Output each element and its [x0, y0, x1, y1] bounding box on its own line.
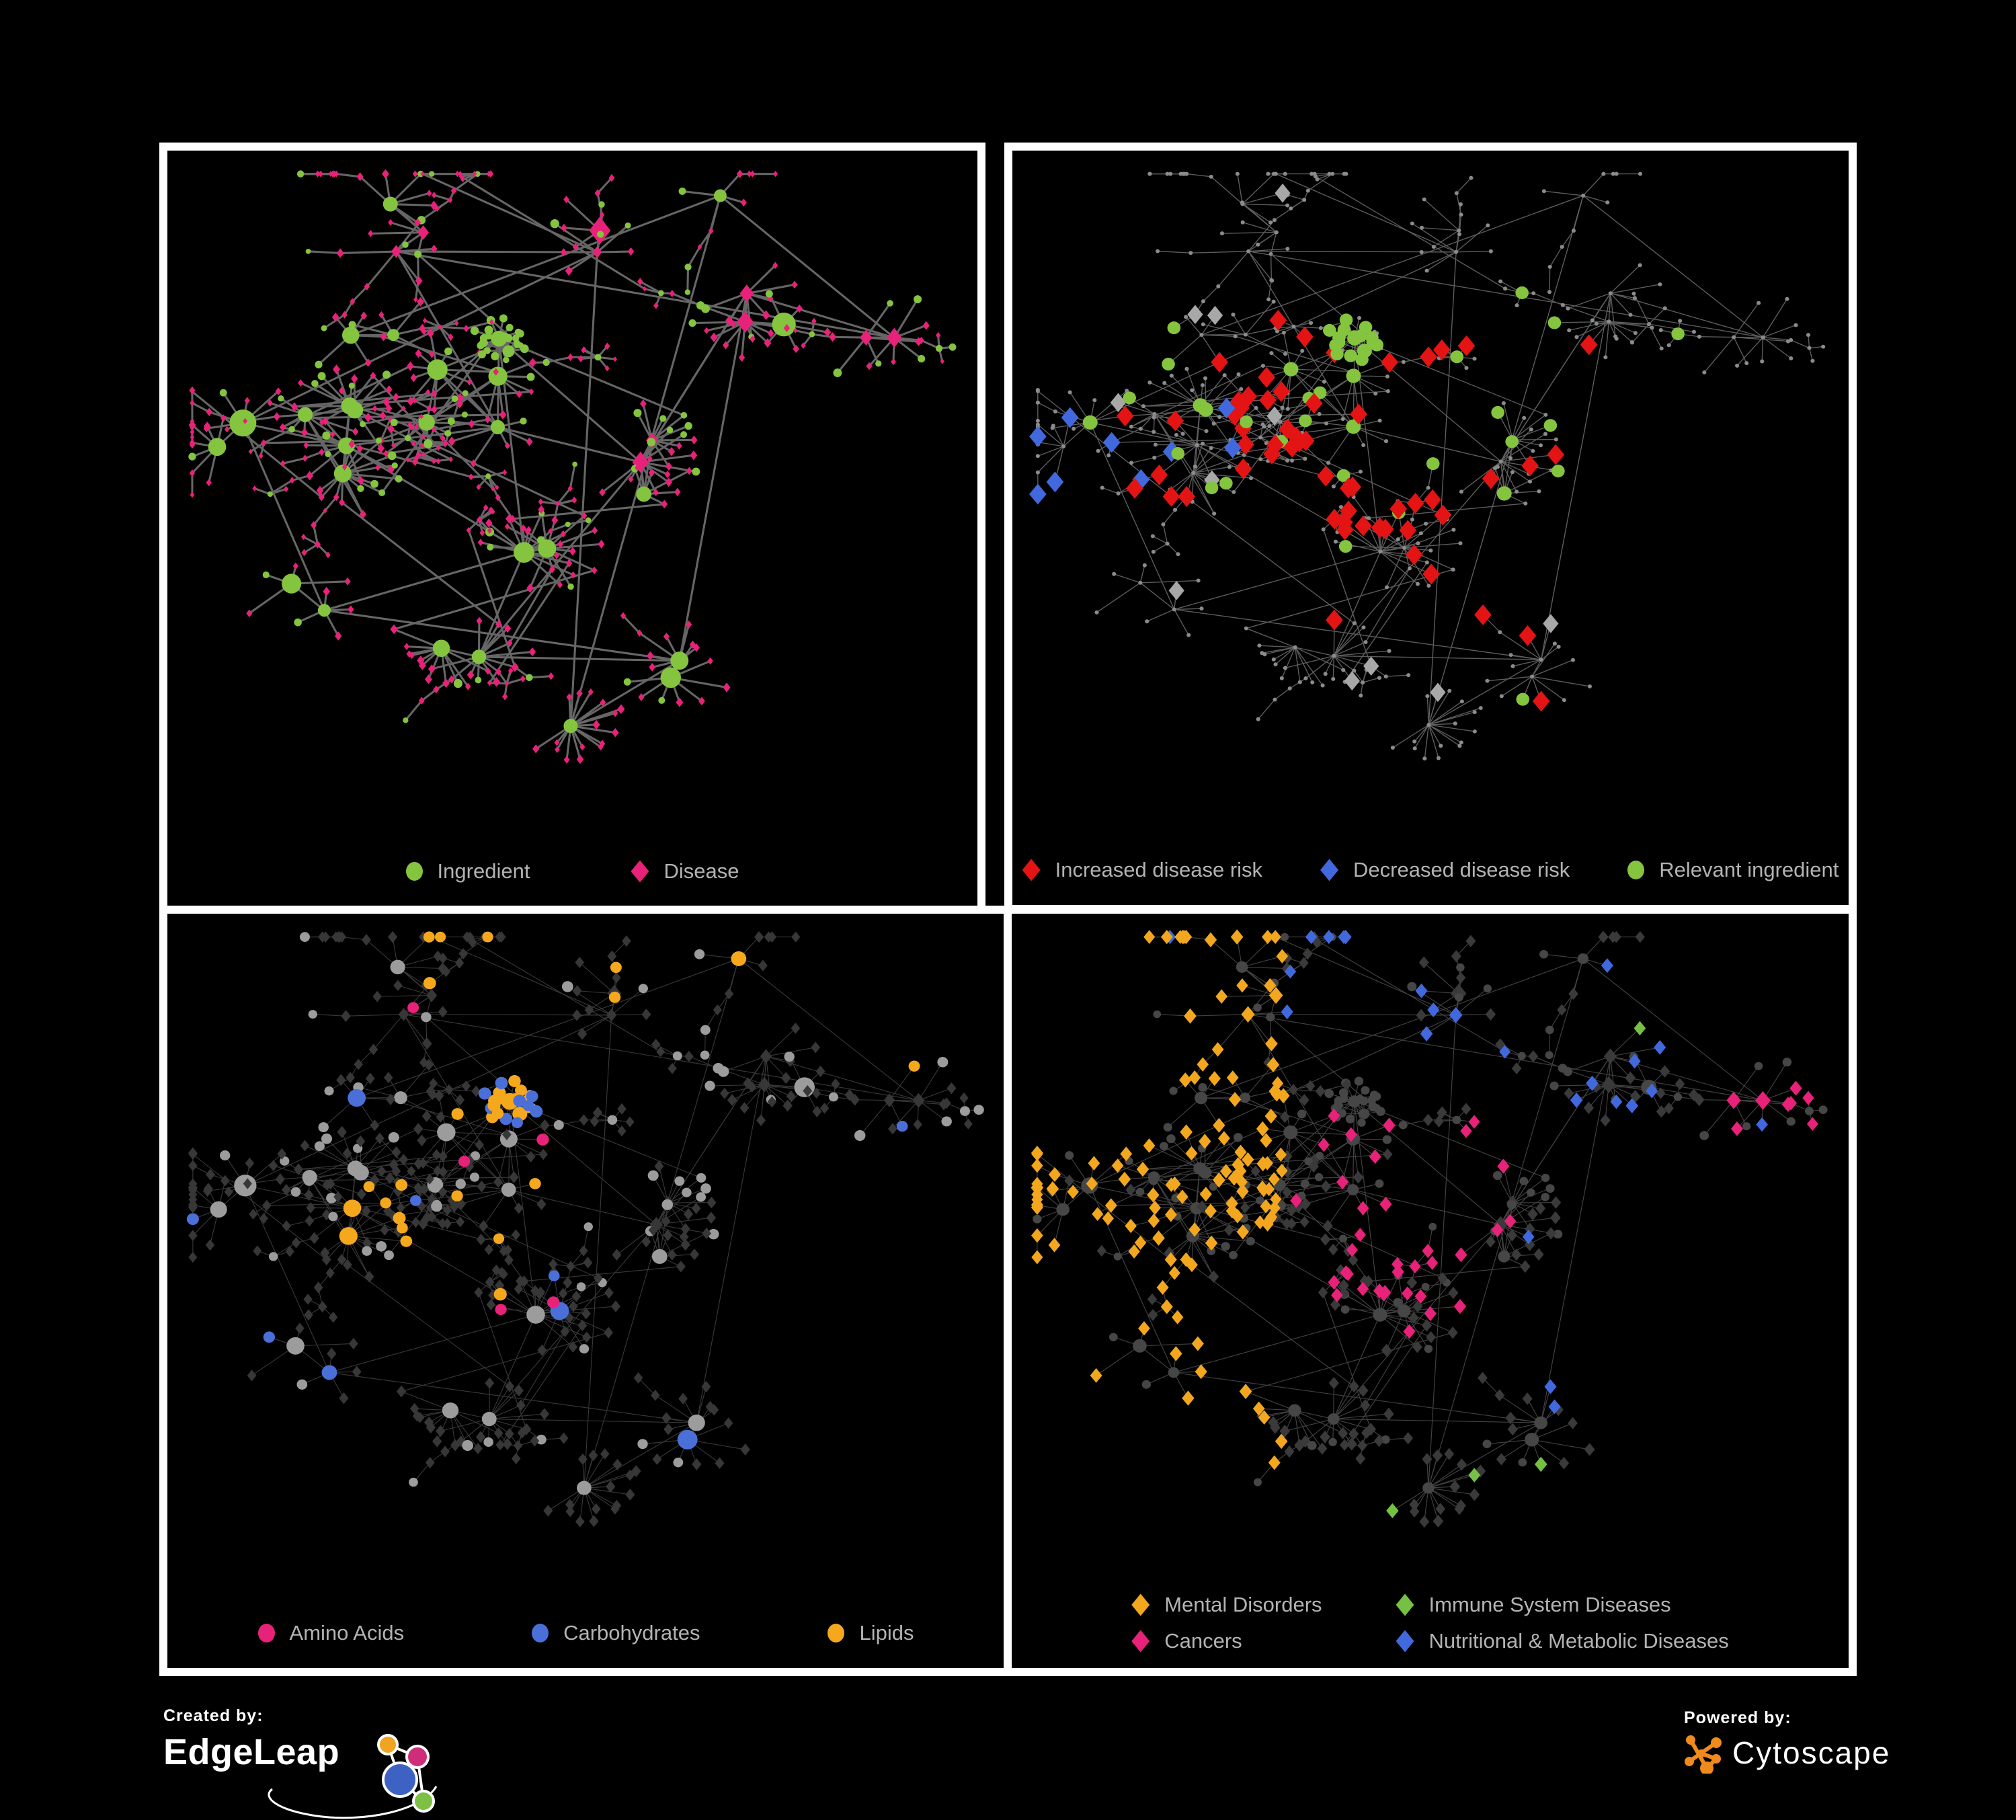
- legend-label: Lipids: [859, 1621, 914, 1645]
- legend: Mental Disorders Immune System Diseases Ca…: [1012, 1593, 1849, 1653]
- legend-item: Amino Acids: [257, 1621, 405, 1645]
- legend-item: Increased disease risk: [1022, 858, 1262, 882]
- circle-swatch: [532, 1624, 549, 1643]
- legend-label: Mental Disorders: [1164, 1593, 1322, 1616]
- legend-item: Ingredient: [405, 859, 530, 883]
- diamond-swatch: [1320, 859, 1339, 881]
- legend-label: Nutritional & Metabolic Diseases: [1428, 1629, 1729, 1653]
- panel-disease-risk: Increased disease risk Decreased disease …: [1004, 143, 1857, 913]
- legend-label: Immune System Diseases: [1428, 1593, 1671, 1616]
- network-graph-nutrient-classes: [186, 931, 984, 1528]
- legend-label: Increased disease risk: [1055, 858, 1263, 881]
- legend: Increased disease risk Decreased disease …: [1012, 858, 1849, 882]
- legend-item: Immune System Diseases: [1396, 1593, 1671, 1617]
- edgeleap-node-orange: [377, 1734, 399, 1755]
- legend-label: Relevant ingredient: [1659, 858, 1839, 881]
- legend-item: Mental Disorders: [1131, 1593, 1322, 1617]
- legend-item: Carbohydrates: [532, 1621, 700, 1645]
- panel-ingredient-disease: Ingredient Disease: [159, 143, 985, 914]
- legend-item: Nutritional & Metabolic Diseases: [1396, 1629, 1729, 1653]
- network-graph-disease-risk: [1029, 171, 1826, 761]
- cytoscape-credit: Powered by: Cytoscape: [1684, 1708, 1890, 1774]
- edgeleap-node-green: [412, 1790, 435, 1813]
- legend: Ingredient Disease: [167, 859, 977, 883]
- cytoscape-wordmark: Cytoscape: [1732, 1735, 1891, 1770]
- legend-item: Relevant ingredient: [1627, 858, 1839, 882]
- legend: Amino Acids Carbohydrates Lipids: [167, 1621, 1004, 1645]
- legend-item: Decreased disease risk: [1320, 858, 1570, 882]
- legend-label: Ingredient: [437, 859, 530, 883]
- panel-disease-categories: Mental Disorders Immune System Diseases Ca…: [1004, 906, 1857, 1676]
- cytoscape-icon: [1685, 1735, 1722, 1774]
- network-graph-ingredient-disease: [188, 169, 957, 764]
- powered-by-label: Powered by:: [1684, 1708, 1791, 1727]
- diamond-swatch: [1022, 859, 1041, 881]
- diamond-swatch: [1131, 1630, 1150, 1653]
- edgeleap-credit: Created by: EdgeLeap: [163, 1706, 438, 1819]
- legend-label: Cancers: [1164, 1629, 1242, 1653]
- legend-label: Carbohydrates: [563, 1621, 700, 1645]
- edgeleap-node-blue: [382, 1762, 418, 1798]
- legend-label: Decreased disease risk: [1353, 858, 1570, 881]
- network-graph-disease-categories: [1031, 929, 1828, 1528]
- circle-swatch: [1627, 861, 1645, 879]
- edgeleap-wordmark: EdgeLeap: [163, 1732, 340, 1772]
- legend-label: Amino Acids: [289, 1621, 405, 1645]
- diamond-swatch: [1396, 1593, 1414, 1616]
- circle-swatch: [405, 862, 423, 881]
- legend-item: Disease: [631, 859, 739, 883]
- circle-swatch: [257, 1624, 275, 1643]
- legend-item: Cancers: [1131, 1629, 1242, 1653]
- diamond-swatch: [1396, 1630, 1414, 1653]
- panel-nutrient-classes: Amino Acids Carbohydrates Lipids: [159, 906, 1012, 1676]
- circle-swatch: [828, 1624, 845, 1643]
- created-by-label: Created by:: [163, 1706, 264, 1725]
- edgeleap-node-pink: [405, 1745, 430, 1769]
- legend-item: Lipids: [828, 1621, 914, 1645]
- edgeleap-logo-icon: [268, 1734, 438, 1819]
- diamond-swatch: [1131, 1593, 1150, 1616]
- diamond-swatch: [631, 860, 649, 883]
- legend-label: Disease: [663, 859, 739, 883]
